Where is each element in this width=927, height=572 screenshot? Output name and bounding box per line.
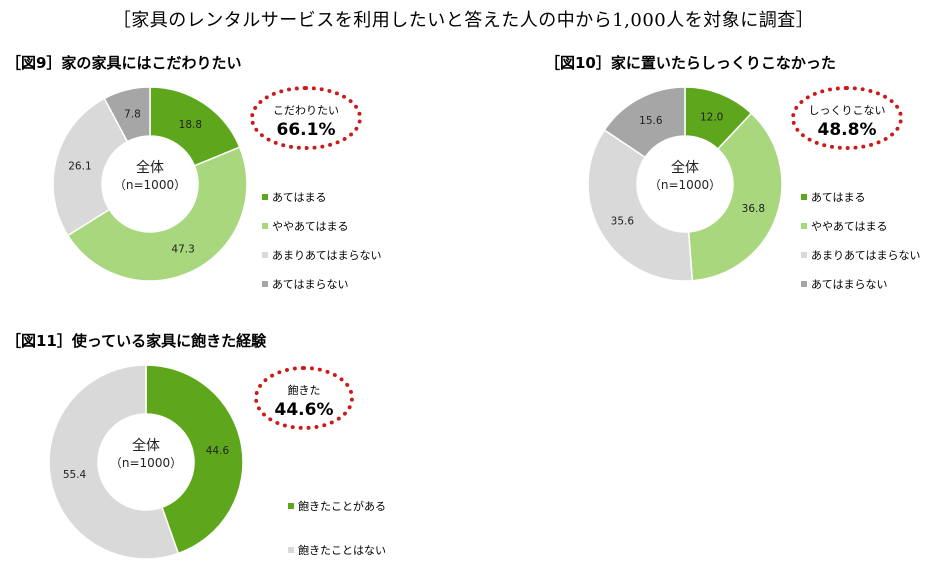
legend-label: あてはまる [272,190,327,204]
center-label: 全体 [671,160,699,176]
legend-item: あまりあてはまらない [262,240,382,269]
segment-value-label: 47.3 [171,243,194,255]
segment-value-label: 18.8 [179,119,202,131]
chart-legend: あてはまるややあてはまるあまりあてはまらない あてはまらない [262,182,382,298]
legend-swatch [288,547,294,553]
legend-item: あてはまらない [801,269,921,298]
legend-label: 飽きたことがある [298,500,386,513]
legend-item: 飽きたことがある [288,484,386,528]
donut-segment [587,128,694,282]
donut-chart: 44.6 55.4 [48,364,244,560]
legend-swatch [801,222,807,229]
donut-segment [66,146,248,282]
segment-value-label: 44.6 [206,445,230,457]
legend-label: あてはまる [811,190,866,204]
segment-value-label: 7.8 [124,109,141,121]
center-label: 全体 [136,160,164,176]
legend-label: あてはまらない [811,277,888,291]
callout-ellipse: こだわりたい 66.1% [250,86,362,150]
chart-panel-fig11: ［図11］使っている家具に飽きた経験 44.6 55.4 全体 （n=1000） … [6,330,446,562]
legend-item: あてはまらない [262,269,382,298]
chart-title: ［図11］使っている家具に飽きた経験 [6,332,267,350]
donut-chart: 12.0 36.8 35.6 15.6 [587,86,783,282]
callout-ellipse: 飽きた 44.6% [254,366,354,430]
legend-swatch [262,280,268,287]
segment-value-label: 55.4 [63,469,87,481]
callout-label: こだわりたい [273,104,339,117]
legend-label: あまりあてはまらない [811,248,921,262]
legend-label: あてはまらない [272,277,349,291]
callout-label: しっくりこない [808,104,886,117]
legend-swatch [801,280,807,287]
segment-value-label: 12.0 [700,112,723,124]
legend-swatch [262,222,268,229]
donut-center-text: 全体 （n=1000） [105,160,195,194]
legend-label: ややあてはまる [811,219,888,233]
chart-title: ［図9］家の家具にはこだわりたい [6,54,242,72]
legend-swatch [801,193,807,200]
donut-segment [145,364,244,555]
center-sample-size: （n=1000） [648,178,722,192]
legend-item: ややあてはまる [262,211,382,240]
callout-value: 66.1% [276,120,336,140]
callout-label: 飽きた [287,384,321,397]
chart-panel-fig9: ［図9］家の家具にはこだわりたい 18.8 47.3 26.1 7.8 全体 （n=1… [6,52,446,292]
legend-label: ややあてはまる [272,219,349,233]
callout-ellipse: しっくりこない 48.8% [791,86,903,150]
callout-value: 44.6% [274,400,334,420]
segment-value-label: 15.6 [639,115,663,127]
legend-label: 飽きたことはない [298,544,386,557]
donut-segment [52,97,129,237]
legend-item: あてはまる [262,182,382,211]
survey-header: ［家具のレンタルサービスを利用したいと答えた人の中から1,000人を対象に調査］ [112,10,815,31]
legend-label: あまりあてはまらない [272,248,382,262]
legend-item: あまりあてはまらない [801,240,921,269]
donut-center-text: 全体 （n=1000） [101,438,191,472]
donut-segment [603,86,686,159]
donut-center-text: 全体 （n=1000） [640,160,730,194]
legend-swatch [262,251,268,258]
chart-title: ［図10］家に置いたらしっくりこなかった [545,54,836,72]
center-sample-size: （n=1000） [109,456,183,470]
legend-item: ややあてはまる [801,211,921,240]
callout-value: 48.8% [817,120,877,140]
donut-segment [48,364,180,560]
segment-value-label: 26.1 [68,160,91,172]
chart-legend: 飽きたことがある 飽きたことはない [288,484,386,572]
segment-value-label: 35.6 [611,216,635,228]
center-label: 全体 [132,438,160,454]
legend-swatch [801,251,807,258]
legend-swatch [262,193,268,200]
segment-value-label: 36.8 [742,203,765,215]
legend-item: 飽きたことはない [288,528,386,572]
donut-segment [687,112,783,282]
legend-item: あてはまる [801,182,921,211]
chart-legend: あてはまるややあてはまるあまりあてはまらない あてはまらない [801,182,921,298]
donut-segment [103,86,151,143]
chart-panel-fig10: ［図10］家に置いたらしっくりこなかった 12.0 36.8 35.6 15.6 全体… [545,52,925,292]
donut-chart: 18.8 47.3 26.1 7.8 [52,86,248,282]
legend-swatch [288,503,294,509]
center-sample-size: （n=1000） [113,178,187,192]
